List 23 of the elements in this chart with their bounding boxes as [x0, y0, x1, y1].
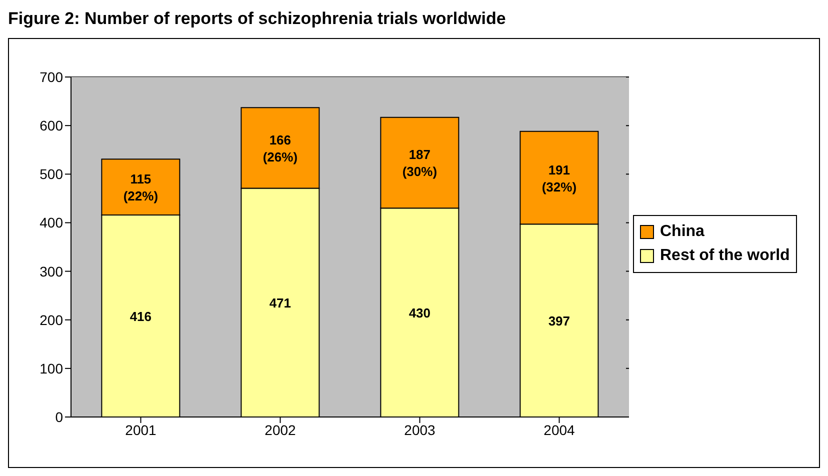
y-tick-label: 600	[40, 118, 64, 134]
data-label: 187 (30%)	[402, 146, 438, 179]
legend-label: China	[659, 222, 706, 242]
data-label: 166 (26%)	[262, 132, 298, 164]
y-tick-label: 500	[40, 166, 64, 182]
y-tick-label: 100	[40, 360, 64, 376]
data-label: 430	[408, 305, 431, 320]
y-tick-label: 300	[40, 263, 64, 280]
y-tick-label: 200	[40, 312, 64, 328]
x-tick-label: 2004	[544, 422, 576, 438]
x-tick-label: 2002	[264, 422, 296, 438]
data-label: 416	[130, 308, 152, 324]
data-label: 115 (22%)	[123, 171, 158, 204]
x-tick-label: 2003	[404, 422, 436, 438]
x-tick-label: 2001	[125, 422, 157, 438]
y-tick-label: 0	[55, 408, 64, 425]
y-tick-label: 400	[40, 214, 64, 231]
data-label: 191 (32%)	[542, 162, 577, 194]
chart-title: Figure 2: Number of reports of schizophrenia trials worldwide	[8, 8, 507, 30]
y-tick-label: 700	[40, 68, 64, 85]
data-label: 471	[269, 295, 292, 310]
data-label: 397	[548, 313, 570, 328]
legend-label: Rest of the world	[659, 246, 790, 266]
